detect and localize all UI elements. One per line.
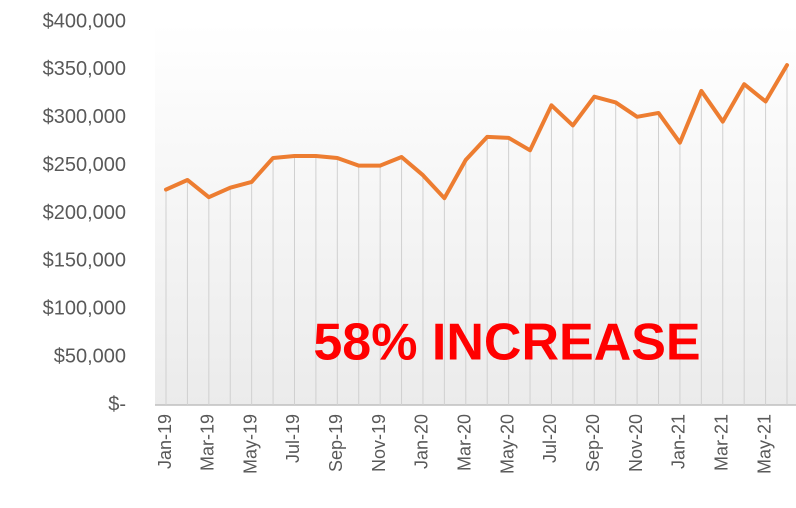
x-tick-label: Jan-20 [412,414,432,469]
x-tick-label: Jan-19 [155,414,175,469]
x-tick-label: Nov-20 [626,414,646,472]
series-line [164,63,789,201]
x-tick-label: Jul-20 [540,414,560,463]
x-tick-label: May-20 [497,414,517,474]
y-tick-label: $100,000 [43,298,126,320]
y-tick-label: $350,000 [43,58,126,80]
y-tick-label: $50,000 [54,345,126,367]
y-tick-label: $150,000 [43,250,126,272]
y-tick-label: $200,000 [43,202,126,224]
x-tick-label: Mar-20 [455,414,475,471]
x-tick-label: Mar-21 [712,414,732,471]
x-tick-label: May-19 [240,414,260,474]
x-tick-label: Sep-20 [583,414,603,472]
y-tick-label: $300,000 [43,106,126,128]
x-tick-label: Jul-19 [283,414,303,463]
y-tick-label: $250,000 [43,154,126,176]
annotation: 58% INCREASE [313,314,700,372]
y-tick-label: $400,000 [43,10,126,32]
y-tick-label: $- [108,393,126,415]
x-tick-label: May-21 [754,414,774,474]
x-tick-label: Mar-19 [198,414,218,471]
x-tick-label: Nov-19 [369,414,389,472]
plot-background [155,22,796,405]
x-tick-label: Jan-21 [669,414,689,469]
x-tick-label: Sep-19 [326,414,346,472]
